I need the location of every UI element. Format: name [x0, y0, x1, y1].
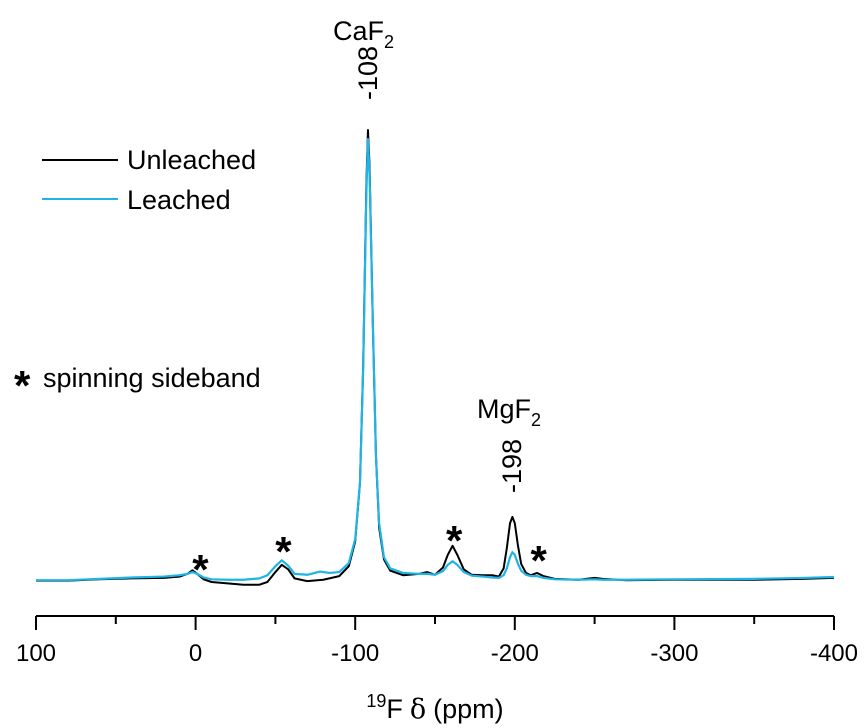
x-axis: 100 0 -100 -200 -300 -400 19F δ (ppm): [16, 615, 858, 725]
legend: Unleached Leached: [42, 145, 256, 215]
series-line-leached: [36, 137, 835, 582]
peak-annotation-caf2: CaF2 -108: [333, 16, 394, 100]
series-layer: [36, 129, 835, 586]
x-axis-ticks: 100 0 -100 -200 -300 -400: [16, 616, 858, 667]
sideband-marker: *: [446, 517, 463, 564]
sideband-markers: * * * *: [192, 517, 547, 593]
x-tick-label: 0: [189, 640, 202, 667]
sideband-marker: *: [275, 528, 292, 575]
x-tick-label: -100: [331, 640, 379, 667]
legend-label-leached: Leached: [127, 185, 231, 215]
sideband-marker: *: [531, 537, 548, 584]
peak-shift-label-caf2: -108: [353, 46, 383, 100]
peak-annotation-mgf2: MgF2 -198: [477, 394, 541, 493]
x-tick-label: -200: [491, 640, 539, 667]
peak-shift-label-mgf2: -198: [497, 439, 527, 493]
x-tick-label: -400: [810, 640, 858, 667]
legend-label-unleached: Unleached: [127, 145, 256, 175]
sideband-key: * spinning sideband: [14, 362, 261, 409]
sideband-key-symbol: *: [14, 362, 31, 409]
x-axis-label: 19F δ (ppm): [366, 691, 503, 725]
peak-compound-caf2: CaF2: [333, 16, 394, 52]
sideband-key-text: spinning sideband: [43, 363, 261, 393]
sideband-marker: *: [192, 546, 209, 593]
peak-compound-mgf2: MgF2: [477, 394, 541, 430]
x-tick-label: -300: [650, 640, 698, 667]
x-tick-label: 100: [16, 640, 56, 667]
